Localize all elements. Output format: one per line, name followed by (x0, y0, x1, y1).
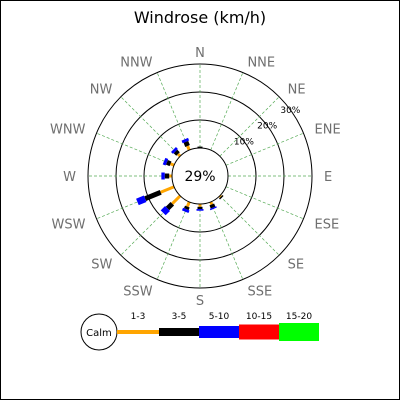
chart-title: Windrose (km/h) (134, 8, 266, 27)
legend-label-15-20: 15-20 (286, 312, 312, 322)
legend-swatch-15-20 (279, 323, 319, 341)
bar-sw-5-10 (160, 205, 171, 216)
direction-label-ene: ENE (315, 123, 341, 138)
legend-swatch-1-3 (117, 330, 159, 334)
direction-label-ne: NE (288, 82, 306, 97)
direction-label-se: SE (288, 258, 304, 273)
bar-ssw-3-5 (183, 205, 190, 211)
direction-label-ese: ESE (315, 217, 340, 232)
legend-label-5-10: 5-10 (209, 312, 230, 322)
bar-sse-3-5 (209, 203, 216, 209)
legend-calm-label: Calm (86, 328, 112, 339)
bar-ssw-5-10 (181, 207, 190, 214)
spoke-sse (210, 201, 244, 280)
bar-wnw-1-3 (169, 162, 175, 167)
direction-label-wnw: WNW (50, 123, 86, 138)
ring-label-20-: 20% (257, 122, 277, 132)
direction-label-nne: NNE (247, 55, 275, 70)
ring-label-30-: 30% (280, 106, 300, 116)
direction-label-e: E (324, 170, 332, 185)
spoke-nw (120, 96, 181, 157)
direction-label-sse: SSE (247, 285, 272, 300)
legend-label-1-3: 1-3 (131, 312, 146, 322)
spoke-wsw (96, 186, 175, 220)
direction-label-ssw: SSW (123, 285, 153, 300)
direction-label-w: W (63, 170, 76, 185)
spoke-ne (219, 96, 280, 157)
ring-labels: 10%20%30% (234, 106, 301, 147)
bar-wsw-3-5 (144, 189, 162, 202)
legend-label-3-5: 3-5 (172, 312, 187, 322)
direction-label-s: S (196, 294, 204, 309)
bar-ssw-1-3 (185, 201, 191, 208)
bar-sw-3-5 (165, 201, 175, 211)
legend-label-10-15: 10-15 (246, 312, 272, 322)
direction-spokes (88, 64, 312, 288)
spoke-ssw (156, 201, 190, 280)
bar-wsw-5-10 (136, 195, 147, 206)
calm-percent-label: 29% (184, 169, 215, 185)
bar-nw-5-10 (170, 146, 178, 154)
direction-label-nnw: NNW (120, 55, 152, 70)
bar-wsw-1-3 (160, 185, 175, 194)
ring-label-10-: 10% (234, 137, 254, 147)
bar-nnw-5-10 (181, 137, 190, 144)
direction-labels: N NNE NE ENE E ESE SE SSE S SSW SW WSW W WNW NW NNW (50, 46, 341, 309)
calm-circle (171, 147, 229, 205)
legend-swatch-3-5 (159, 328, 199, 336)
direction-label-n: N (195, 46, 205, 61)
bar-nnw-3-5 (183, 140, 190, 147)
wind-bars (136, 137, 224, 216)
bar-nw-1-3 (176, 152, 182, 158)
bar-sse-5-10 (209, 206, 217, 211)
spoke-nne (210, 72, 244, 151)
bar-se-3-5 (219, 195, 224, 200)
legend-swatch-10-15 (239, 324, 279, 340)
spoke-sw (120, 195, 181, 256)
spoke-ene (225, 132, 304, 166)
spoke-se (219, 195, 280, 256)
bar-wnw-5-10 (162, 157, 169, 166)
bar-wnw-3-5 (165, 159, 172, 167)
spoke-nnw (156, 72, 190, 151)
direction-label-wsw: WSW (51, 217, 85, 232)
ring-30- (87, 63, 313, 289)
legend-swatch-5-10 (199, 326, 239, 338)
direction-label-nw: NW (90, 82, 113, 97)
direction-label-sw: SW (91, 258, 112, 273)
spoke-ese (225, 186, 304, 220)
speed-legend: Calm 1-3 3-5 5-10 10-15 15-20 (80, 312, 319, 351)
bar-nnw-1-3 (186, 145, 191, 151)
bar-sw-1-3 (171, 194, 182, 205)
spoke-wnw (96, 132, 175, 166)
bar-nw-3-5 (173, 149, 180, 156)
